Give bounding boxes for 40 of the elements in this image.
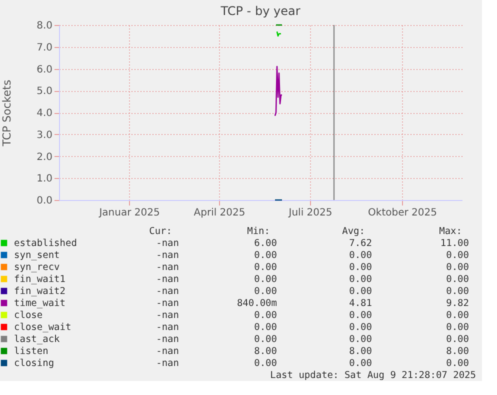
y-tick-label: 8.0 <box>36 20 52 32</box>
text: -nan 0.00 0.00 0.00 <box>156 310 469 321</box>
x-tick-label: Oktober 2025 <box>368 208 437 218</box>
text: -nan 6.00 7.62 11.00 <box>156 238 469 249</box>
y-tick-label: 0.0 <box>36 196 52 206</box>
x-tick-label: April 2025 <box>194 208 246 218</box>
legend-label: fin_wait2 <box>14 286 66 297</box>
text: -nan 840.00m 4.81 9.82 <box>156 298 469 309</box>
text: -nan 0.00 0.00 0.00 <box>156 250 469 261</box>
legend-label: syn_sent <box>14 250 60 261</box>
x-tick-label: Januar 2025 <box>98 208 160 218</box>
y-tick-label: 6.0 <box>36 64 52 76</box>
text: -nan 0.00 0.00 0.00 <box>156 358 469 369</box>
y-tick-label: 2.0 <box>36 152 52 163</box>
legend-label: closing <box>14 358 54 369</box>
legend-label: established <box>14 238 77 249</box>
text: Cur: Min: Avg: Max: <box>149 226 462 237</box>
text: -nan 8.00 8.00 8.00 <box>156 346 469 357</box>
text: -nan 0.00 0.00 0.00 <box>156 322 469 333</box>
text: Last update: Sat Aug 9 21:28:07 2025 <box>270 370 476 381</box>
legend-label: listen <box>14 346 48 357</box>
y-tick-label: 1.0 <box>36 174 52 185</box>
text: -nan 0.00 0.00 0.00 <box>156 334 469 345</box>
text: -nan 0.00 0.00 0.00 <box>156 262 469 273</box>
legend-label: time_wait <box>14 298 66 309</box>
y-tick-label: 3.0 <box>36 130 52 141</box>
y-tick-label: 5.0 <box>36 86 52 98</box>
text: -nan 0.00 0.00 0.00 <box>156 286 469 297</box>
y-axis-title: TCP Sockets <box>0 80 14 148</box>
legend-label: close_wait <box>14 322 72 333</box>
y-tick-label: 7.0 <box>36 42 52 54</box>
text: -nan 0.00 0.00 0.00 <box>156 274 469 285</box>
legend-label: last_ack <box>14 334 60 345</box>
chart-title: TCP - by year <box>220 4 300 18</box>
legend-label: fin_wait1 <box>14 274 66 285</box>
legend-label: syn_recv <box>14 262 60 273</box>
y-tick-label: 4.0 <box>36 108 52 119</box>
legend-label: close <box>14 310 43 321</box>
line-series <box>274 66 283 116</box>
x-tick-label: Juli 2025 <box>288 208 332 218</box>
